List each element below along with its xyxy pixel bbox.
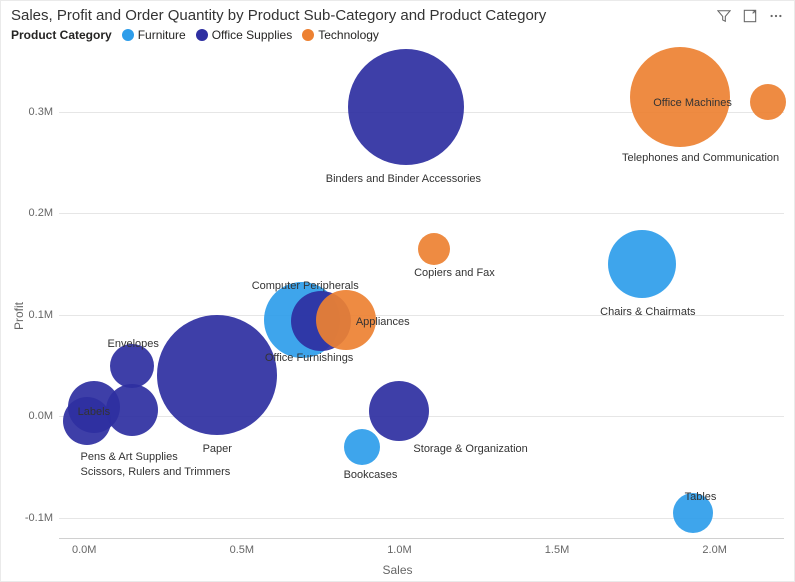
data-label: Envelopes — [108, 338, 159, 350]
data-label: Pens & Art Supplies — [81, 451, 178, 463]
y-tick-label: 0.3M — [11, 106, 53, 118]
focus-mode-icon[interactable] — [742, 8, 758, 24]
x-tick-label: 0.0M — [72, 544, 96, 556]
plot-canvas[interactable]: -0.1M0.0M0.1M0.2M0.3M0.0M0.5M1.0M1.5M2.0… — [59, 51, 784, 539]
data-label: Office Furnishings — [265, 352, 353, 364]
data-label: Tables — [685, 491, 717, 503]
legend-swatch — [302, 29, 314, 41]
y-tick-label: 0.0M — [11, 410, 53, 422]
filter-icon[interactable] — [716, 8, 732, 24]
data-label: Telephones and Communication — [622, 152, 779, 164]
y-tick-label: -0.1M — [11, 512, 53, 524]
x-tick-label: 1.5M — [545, 544, 569, 556]
data-label: Storage & Organization — [413, 443, 527, 455]
y-tick-label: 0.1M — [11, 309, 53, 321]
x-tick-label: 2.0M — [702, 544, 726, 556]
plot-area: Profit Sales -0.1M0.0M0.1M0.2M0.3M0.0M0.… — [1, 51, 794, 581]
legend-swatch — [196, 29, 208, 41]
legend-label: Furniture — [138, 28, 186, 42]
legend: Product Category Furniture Office Suppli… — [1, 26, 794, 48]
legend-swatch — [122, 29, 134, 41]
y-tick-label: 0.2M — [11, 207, 53, 219]
legend-item-furniture[interactable]: Furniture — [122, 28, 186, 42]
toolbar — [716, 8, 784, 24]
data-label: Scissors, Rulers and Trimmers — [81, 466, 231, 478]
data-point[interactable] — [110, 344, 154, 388]
data-point[interactable] — [63, 397, 111, 445]
data-label: Bookcases — [344, 469, 398, 481]
data-point[interactable] — [750, 84, 786, 120]
data-point[interactable] — [106, 384, 158, 436]
more-options-icon[interactable] — [768, 8, 784, 24]
data-point[interactable] — [369, 381, 429, 441]
header: Sales, Profit and Order Quantity by Prod… — [1, 1, 794, 26]
data-label: Binders and Binder Accessories — [326, 173, 481, 185]
legend-title: Product Category — [11, 28, 112, 42]
legend-item-technology[interactable]: Technology — [302, 28, 379, 42]
x-tick-label: 1.0M — [387, 544, 411, 556]
data-point[interactable] — [608, 230, 676, 298]
chart-title: Sales, Profit and Order Quantity by Prod… — [11, 7, 716, 24]
x-axis-label: Sales — [382, 563, 412, 577]
data-label: Paper — [203, 443, 232, 455]
data-point[interactable] — [348, 49, 464, 165]
data-point[interactable] — [157, 315, 277, 435]
data-label: Labels — [78, 406, 110, 418]
visual-container: Sales, Profit and Order Quantity by Prod… — [0, 0, 795, 582]
data-point[interactable] — [344, 429, 380, 465]
data-label: Appliances — [356, 316, 410, 328]
data-point[interactable] — [418, 233, 450, 265]
legend-item-office-supplies[interactable]: Office Supplies — [196, 28, 293, 42]
legend-label: Office Supplies — [212, 28, 293, 42]
data-label: Copiers and Fax — [414, 267, 495, 279]
data-label: Office Machines — [653, 97, 732, 109]
data-label: Chairs & Chairmats — [600, 306, 695, 318]
gridline — [59, 213, 784, 214]
legend-label: Technology — [318, 28, 379, 42]
data-label: Computer Peripherals — [252, 280, 359, 292]
x-tick-label: 0.5M — [230, 544, 254, 556]
